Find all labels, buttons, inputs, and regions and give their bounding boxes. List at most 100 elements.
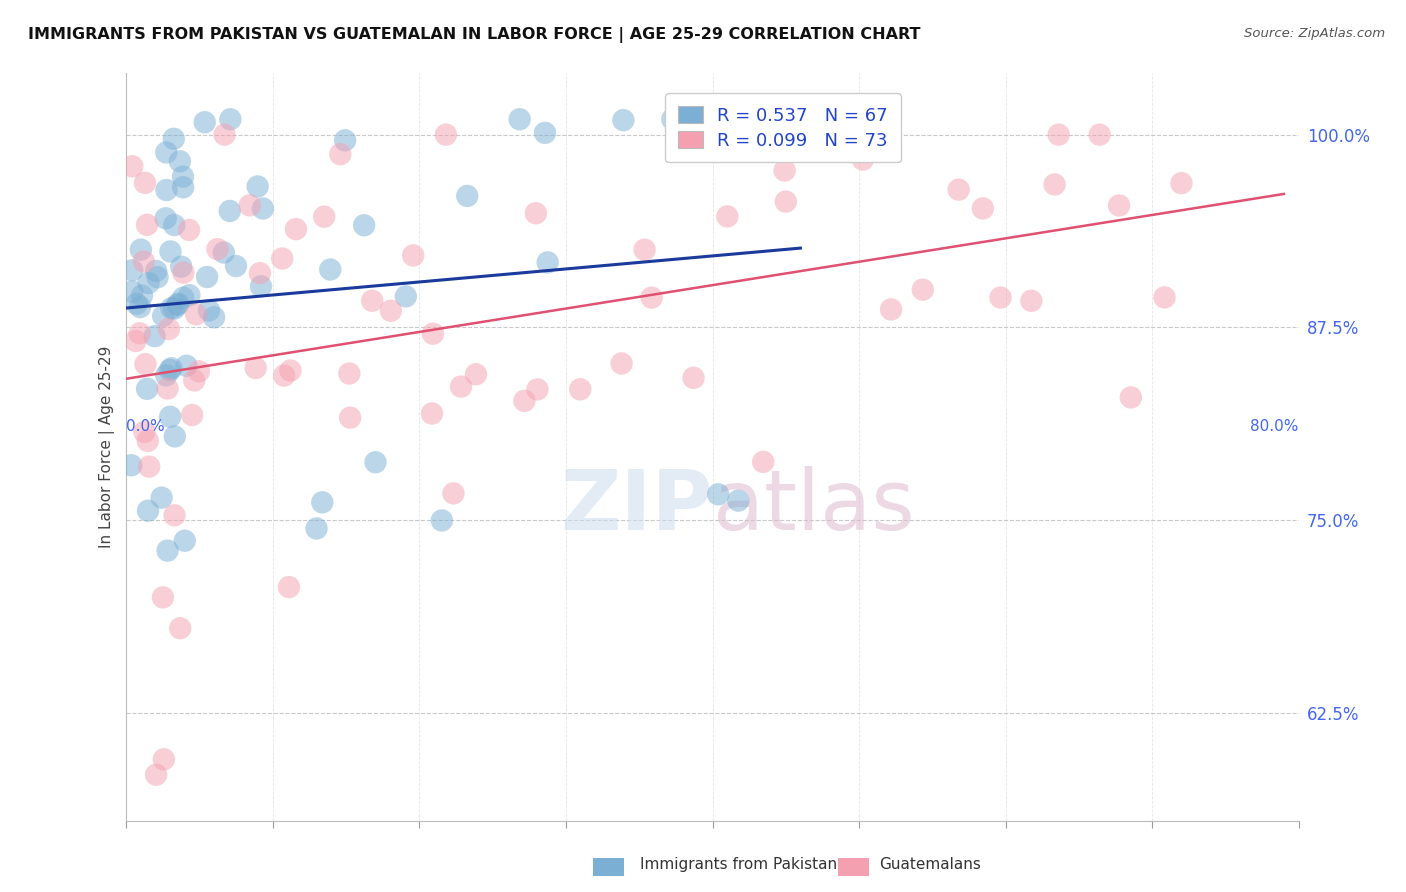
Y-axis label: In Labor Force | Age 25-29: In Labor Force | Age 25-29 <box>100 346 115 549</box>
Point <box>569 382 592 396</box>
Point <box>172 169 194 184</box>
Point <box>163 132 186 146</box>
Point <box>911 283 934 297</box>
Point <box>716 210 738 224</box>
Point <box>163 301 186 316</box>
Point <box>612 113 634 128</box>
Point <box>1170 176 1192 190</box>
Point <box>218 203 240 218</box>
Point <box>202 310 225 325</box>
Point <box>250 279 273 293</box>
Point <box>1021 293 1043 308</box>
Point <box>219 112 242 127</box>
Point <box>456 189 478 203</box>
Point <box>159 363 181 377</box>
Point <box>138 276 160 290</box>
Point <box>271 252 294 266</box>
Point <box>136 504 159 518</box>
Point <box>252 202 274 216</box>
Text: 0.0%: 0.0% <box>127 419 166 434</box>
Point <box>245 361 267 376</box>
Point <box>188 364 211 378</box>
Point <box>305 521 328 535</box>
Point <box>131 288 153 302</box>
Point <box>195 270 218 285</box>
Point <box>134 425 156 439</box>
Point <box>136 218 159 232</box>
Point <box>177 223 200 237</box>
Point <box>160 301 183 316</box>
Point <box>730 144 752 158</box>
Point <box>361 293 384 308</box>
Text: ZIP: ZIP <box>560 467 713 548</box>
Point <box>319 262 342 277</box>
Point <box>280 363 302 377</box>
Point <box>239 198 262 212</box>
Point <box>212 245 235 260</box>
Point <box>513 393 536 408</box>
Point <box>1119 391 1142 405</box>
Point <box>146 270 169 285</box>
Point <box>273 368 295 383</box>
Point <box>1108 198 1130 212</box>
Point <box>285 222 308 236</box>
Point <box>176 359 198 373</box>
Point <box>125 297 148 311</box>
Point <box>160 361 183 376</box>
Point <box>155 211 177 226</box>
Point <box>172 266 194 280</box>
Point <box>181 408 204 422</box>
Point <box>420 407 443 421</box>
Point <box>278 580 301 594</box>
Point <box>443 486 465 500</box>
Point <box>661 112 683 127</box>
Text: Immigrants from Pakistan: Immigrants from Pakistan <box>640 857 837 872</box>
Point <box>128 326 150 341</box>
Point <box>526 383 548 397</box>
Point <box>339 410 361 425</box>
Text: IMMIGRANTS FROM PAKISTAN VS GUATEMALAN IN LABOR FORCE | AGE 25-29 CORRELATION CH: IMMIGRANTS FROM PAKISTAN VS GUATEMALAN I… <box>28 27 921 43</box>
Point <box>314 210 336 224</box>
Point <box>1043 178 1066 192</box>
Point <box>990 291 1012 305</box>
Point <box>121 159 143 173</box>
Point <box>167 296 190 310</box>
Point <box>157 322 180 336</box>
Point <box>145 264 167 278</box>
Point <box>972 202 994 216</box>
Text: Guatemalans: Guatemalans <box>879 857 980 872</box>
Point <box>134 176 156 190</box>
Point <box>134 357 156 371</box>
Point <box>156 543 179 558</box>
Point <box>150 491 173 505</box>
Point <box>430 513 453 527</box>
Point <box>422 326 444 341</box>
Point <box>155 368 177 383</box>
Point <box>707 487 730 501</box>
Point <box>640 291 662 305</box>
Point <box>1153 290 1175 304</box>
Point <box>121 285 143 299</box>
Point <box>153 752 176 766</box>
Point <box>183 374 205 388</box>
Point <box>155 145 177 160</box>
Point <box>121 263 143 277</box>
Point <box>172 180 194 194</box>
Point <box>163 218 186 232</box>
Point <box>207 242 229 256</box>
Point <box>136 434 159 448</box>
Point <box>311 495 333 509</box>
Point <box>166 298 188 312</box>
Point <box>524 206 547 220</box>
Point <box>169 154 191 169</box>
Point <box>337 367 360 381</box>
Point <box>159 409 181 424</box>
Point <box>682 371 704 385</box>
Point <box>727 493 749 508</box>
Point <box>156 382 179 396</box>
Point <box>184 307 207 321</box>
Point <box>120 458 142 473</box>
Point <box>434 128 457 142</box>
Point <box>329 147 352 161</box>
Point <box>143 329 166 343</box>
